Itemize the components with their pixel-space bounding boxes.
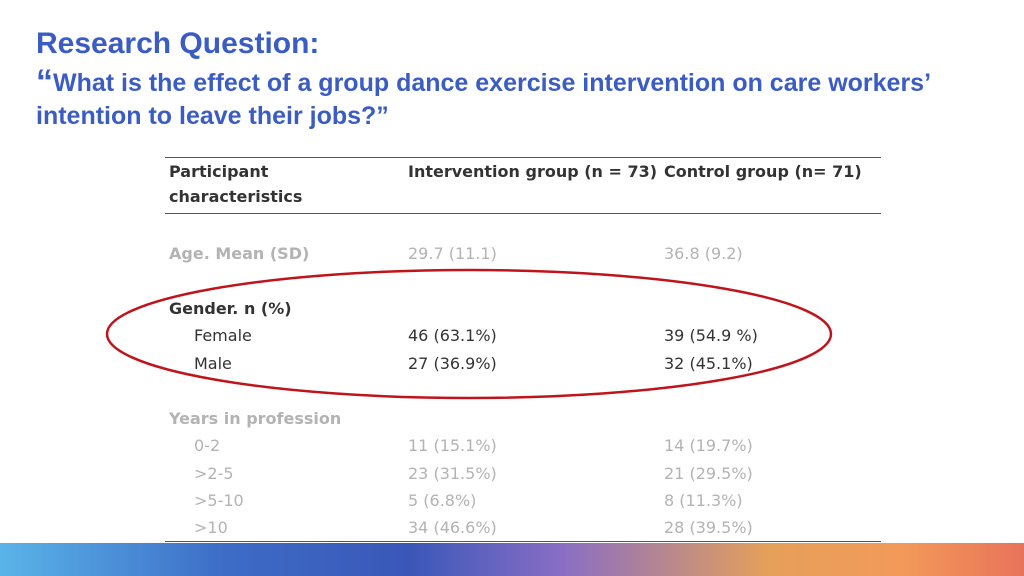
row-male-label: Male xyxy=(194,354,232,373)
row-years-label: Years in profession xyxy=(169,409,342,428)
row-female-label: Female xyxy=(194,326,252,345)
row-male-intervention: 27 (36.9%) xyxy=(408,354,497,373)
row-age-label: Age. Mean (SD) xyxy=(169,244,310,263)
row-age-intervention: 29.7 (11.1) xyxy=(408,244,497,263)
row-gender-label: Gender. n (%) xyxy=(169,299,292,318)
row-years-0-2-intervention: 11 (15.1%) xyxy=(408,436,497,455)
row-years-0-2-control: 14 (19.7%) xyxy=(664,436,753,455)
research-question: “What is the effect of a group dance exe… xyxy=(36,63,996,133)
slide-title: Research Question: xyxy=(36,27,320,60)
header-intervention-group: Intervention group (n = 73) xyxy=(408,162,658,181)
header-participant: Participant xyxy=(169,162,269,181)
table-bottom-rule xyxy=(165,541,881,542)
row-female-control: 39 (54.9 %) xyxy=(664,326,758,345)
row-years-2-5-control: 21 (29.5%) xyxy=(664,464,753,483)
row-years-5-10-intervention: 5 (6.8%) xyxy=(408,491,477,510)
open-quote: “ xyxy=(36,63,53,101)
row-years-2-5-intervention: 23 (31.5%) xyxy=(408,464,497,483)
research-question-text: What is the effect of a group dance exer… xyxy=(36,69,930,130)
row-years-10-control: 28 (39.5%) xyxy=(664,518,753,537)
row-years-2-5-label: >2-5 xyxy=(194,464,234,483)
row-age-control: 36.8 (9.2) xyxy=(664,244,743,263)
row-years-0-2-label: 0-2 xyxy=(194,436,221,455)
table-header-rule xyxy=(165,213,881,214)
row-female-intervention: 46 (63.1%) xyxy=(408,326,497,345)
row-years-5-10-control: 8 (11.3%) xyxy=(664,491,743,510)
row-male-control: 32 (45.1%) xyxy=(664,354,753,373)
row-years-10-intervention: 34 (46.6%) xyxy=(408,518,497,537)
header-characteristics: characteristics xyxy=(169,187,303,206)
table-top-rule xyxy=(165,157,881,158)
row-years-10-label: >10 xyxy=(194,518,228,537)
header-control-group: Control group (n= 71) xyxy=(664,162,862,181)
row-years-5-10-label: >5-10 xyxy=(194,491,244,510)
footer-gradient-bar xyxy=(0,543,1024,576)
